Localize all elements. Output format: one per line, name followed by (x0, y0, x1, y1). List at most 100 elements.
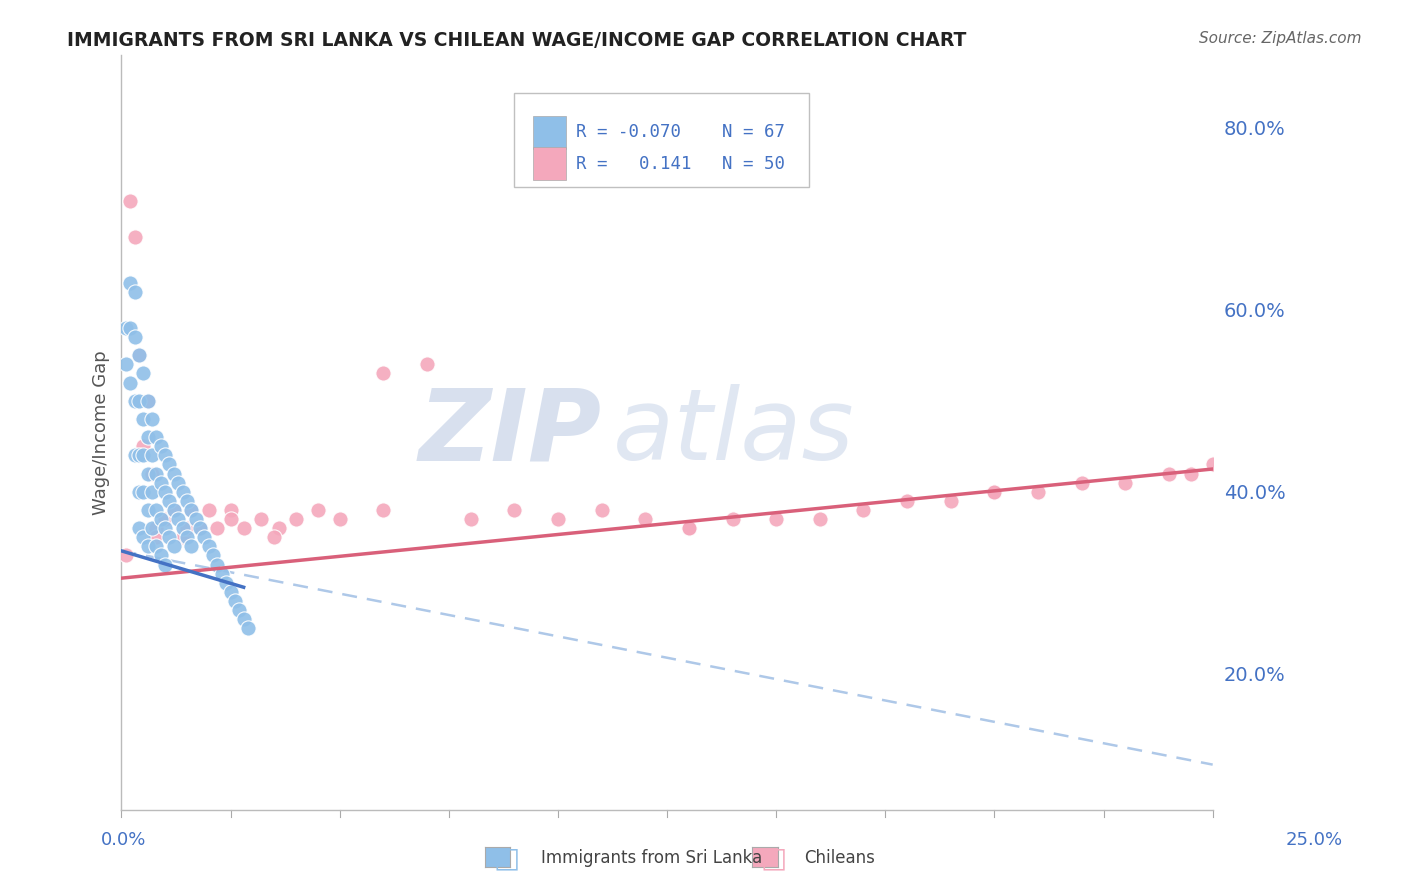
Point (1157, 467, 1180, 481)
Text: IMMIGRANTS FROM SRI LANKA VS CHILEAN WAGE/INCOME GAP CORRELATION CHART: IMMIGRANTS FROM SRI LANKA VS CHILEAN WAG… (67, 31, 967, 50)
Point (232, 521, 254, 535)
Point (172, 530, 194, 544)
Point (149, 512, 172, 526)
Point (114, 358, 136, 372)
Point (128, 484, 150, 499)
Bar (533, 147, 565, 180)
Point (163, 539, 186, 553)
Point (307, 503, 329, 517)
Point (176, 493, 198, 508)
Point (211, 566, 233, 581)
Text: ZIP: ZIP (419, 384, 602, 481)
Point (132, 484, 155, 499)
Text: R =   0.141: R = 0.141 (576, 155, 692, 173)
Point (184, 512, 207, 526)
Point (132, 367, 155, 381)
Point (136, 430, 159, 444)
Point (172, 521, 194, 535)
FancyBboxPatch shape (515, 93, 808, 187)
Point (285, 512, 308, 526)
Point (145, 503, 167, 517)
Point (132, 448, 155, 462)
Point (120, 194, 142, 208)
Point (634, 512, 657, 526)
Point (547, 512, 569, 526)
Point (153, 484, 176, 499)
Point (136, 503, 159, 517)
Point (852, 503, 875, 517)
Point (939, 493, 962, 508)
Point (219, 584, 242, 599)
Point (1202, 458, 1225, 472)
Point (114, 321, 136, 335)
Point (153, 512, 176, 526)
Point (145, 521, 167, 535)
Text: □: □ (494, 844, 519, 872)
Point (188, 521, 211, 535)
Point (678, 521, 700, 535)
Point (983, 484, 1005, 499)
Point (128, 521, 150, 535)
Point (224, 594, 246, 608)
Point (124, 448, 146, 462)
Point (149, 549, 172, 563)
Point (236, 621, 259, 635)
Text: □: □ (761, 844, 786, 872)
Point (128, 448, 150, 462)
Point (250, 512, 273, 526)
Bar (533, 116, 565, 149)
Point (141, 412, 163, 426)
Point (983, 484, 1005, 499)
Point (808, 512, 831, 526)
Point (1026, 484, 1049, 499)
Point (219, 512, 242, 526)
Point (180, 503, 202, 517)
Text: Source: ZipAtlas.com: Source: ZipAtlas.com (1198, 31, 1361, 46)
Point (128, 393, 150, 408)
Point (114, 549, 136, 563)
Point (120, 276, 142, 290)
Point (136, 393, 159, 408)
Point (207, 521, 229, 535)
Point (145, 530, 167, 544)
Point (188, 521, 211, 535)
Point (207, 558, 229, 572)
Point (136, 467, 159, 481)
Point (1070, 475, 1092, 490)
Text: Immigrants from Sri Lanka: Immigrants from Sri Lanka (541, 849, 762, 867)
Text: 0.0%: 0.0% (101, 831, 146, 849)
Point (124, 393, 146, 408)
Text: atlas: atlas (613, 384, 853, 481)
Point (124, 230, 146, 244)
Point (176, 530, 198, 544)
Point (197, 503, 219, 517)
Point (163, 503, 186, 517)
Point (180, 503, 202, 517)
Point (678, 521, 700, 535)
Point (128, 348, 150, 362)
Point (136, 539, 159, 553)
Point (215, 575, 238, 590)
Point (373, 503, 395, 517)
Point (228, 603, 250, 617)
Text: R = -0.070: R = -0.070 (576, 123, 682, 141)
Text: Chileans: Chileans (804, 849, 875, 867)
Point (145, 430, 167, 444)
Point (149, 439, 172, 453)
Point (1180, 467, 1202, 481)
Point (149, 475, 172, 490)
Point (153, 521, 176, 535)
Point (765, 512, 787, 526)
Point (120, 321, 142, 335)
Point (132, 412, 155, 426)
Point (172, 484, 194, 499)
Point (132, 439, 155, 453)
Point (128, 348, 150, 362)
Point (180, 539, 202, 553)
Point (416, 358, 439, 372)
Point (591, 503, 613, 517)
Point (176, 521, 198, 535)
Point (124, 330, 146, 344)
Point (373, 367, 395, 381)
Point (167, 512, 190, 526)
